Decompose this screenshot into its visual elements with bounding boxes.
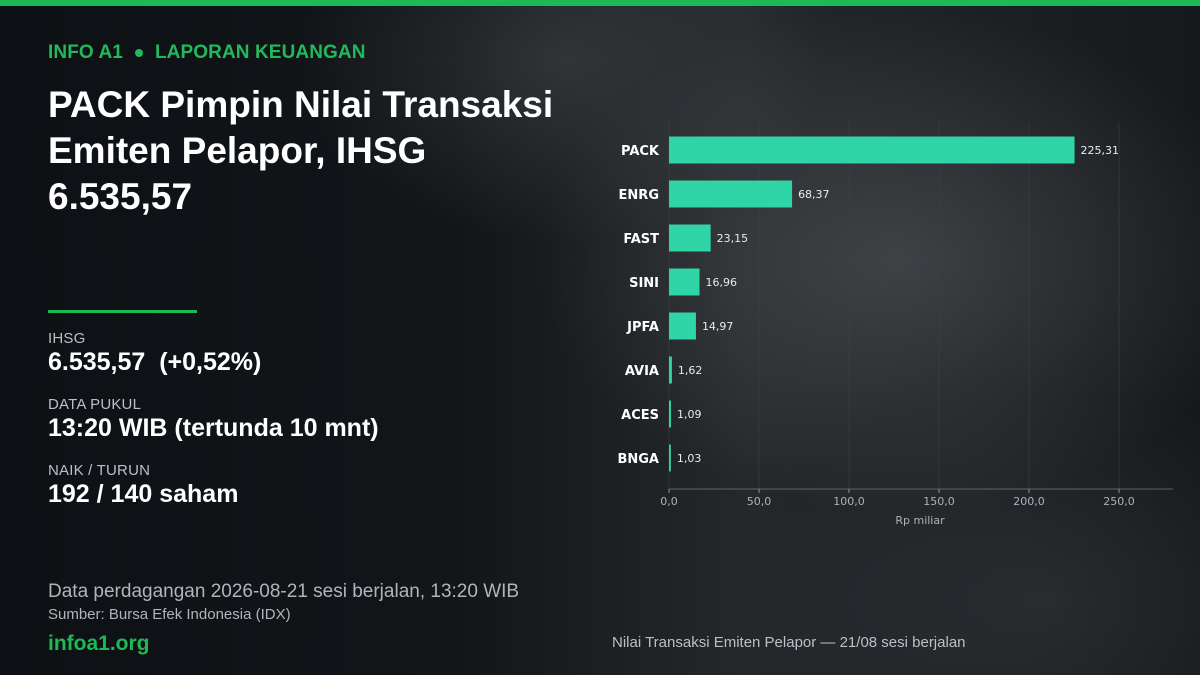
bar-fast (669, 224, 711, 252)
stat-label-ihsg: IHSG (48, 330, 86, 347)
stat-value-ihsg: 6.535,57 (+0,52%) (48, 348, 262, 376)
data-note: Data perdagangan 2026-08-21 sesi berjala… (48, 581, 520, 602)
stat-value-breadth: 192 / 140 saham (48, 480, 239, 508)
bullet-dot-icon (134, 49, 143, 57)
source-note: Sumber: Bursa Efek Indonesia (IDX) (48, 606, 291, 623)
category-label-pack: PACK (621, 144, 660, 159)
headline: PACK Pimpin Nilai Transaksi Emiten Pelap… (48, 82, 588, 220)
stat-value-time: 13:20 WIB (tertunda 10 mnt) (48, 414, 379, 442)
x-tick-label-1: 50,0 (747, 495, 772, 508)
bar-jpfa (669, 312, 696, 340)
category-label-enrg: ENRG (619, 188, 659, 203)
section-divider (48, 310, 197, 313)
x-tick-label-2: 100,0 (833, 495, 865, 508)
bar-pack (669, 136, 1075, 164)
category-label-jpfa: JPFA (626, 320, 659, 335)
category-label-sini: SINI (629, 276, 659, 291)
value-label-sini: 16,96 (706, 276, 738, 289)
x-tick-label-4: 200,0 (1013, 495, 1045, 508)
x-axis-label: Rp miliar (895, 514, 945, 527)
value-label-aces: 1,09 (677, 408, 702, 421)
bar-sini (669, 268, 700, 296)
kicker-section: LAPORAN KEUANGAN (154, 42, 366, 63)
kicker: INFO A1 LAPORAN KEUANGAN (48, 42, 366, 64)
category-label-bnga: BNGA (617, 452, 659, 467)
value-label-fast: 23,15 (717, 232, 749, 245)
value-label-avia: 1,62 (678, 364, 703, 377)
site-link[interactable]: infoa1.org (48, 632, 150, 655)
value-label-enrg: 68,37 (798, 188, 830, 201)
bar-bnga (669, 444, 671, 472)
bar-avia (669, 356, 672, 384)
top-accent-bar (0, 0, 1200, 6)
category-label-aces: ACES (621, 408, 659, 423)
headline-line-3: 6.535,57 (48, 176, 193, 217)
headline-line-2: Emiten Pelapor, IHSG (48, 130, 427, 171)
x-tick-label-5: 250,0 (1103, 495, 1135, 508)
x-tick-label-3: 150,0 (923, 495, 955, 508)
stat-label-time: DATA PUKUL (48, 396, 142, 413)
kicker-brand: INFO A1 (48, 42, 123, 63)
bar-enrg (669, 180, 793, 208)
category-label-fast: FAST (623, 232, 659, 247)
category-label-avia: AVIA (625, 364, 659, 379)
chart-caption: Nilai Transaksi Emiten Pelapor — 21/08 s… (612, 634, 966, 651)
headline-line-1: PACK Pimpin Nilai Transaksi (48, 84, 554, 125)
bar-aces (669, 400, 671, 428)
value-label-pack: 225,31 (1081, 144, 1120, 157)
stat-label-breadth: NAIK / TURUN (48, 462, 151, 479)
value-label-bnga: 1,03 (677, 452, 702, 465)
x-tick-label-0: 0,0 (660, 495, 678, 508)
value-label-jpfa: 14,97 (702, 320, 734, 333)
